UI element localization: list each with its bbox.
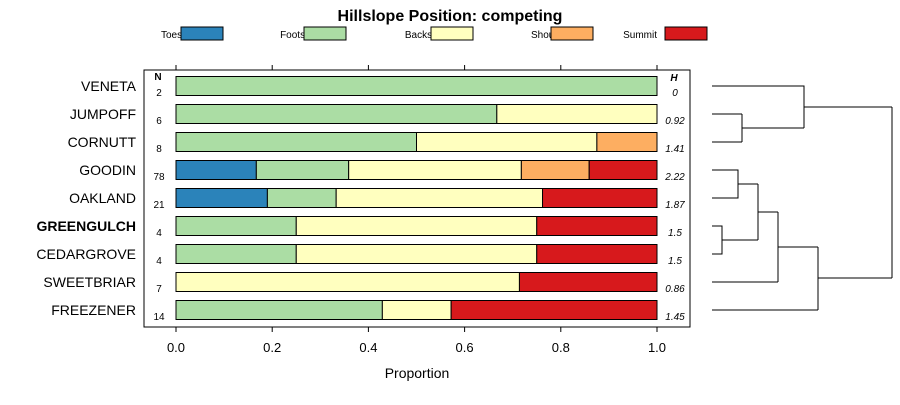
h-value: 1.5 xyxy=(668,228,682,239)
h-value: 1.5 xyxy=(668,256,682,267)
n-value: 6 xyxy=(156,116,162,127)
bar-rows: VENETA 2 0 JUMPOFF 6 0.92 CORNUTT 8 1.41 GOODIN 78… xyxy=(36,76,685,323)
bar-segment xyxy=(536,216,658,236)
dendrogram-link xyxy=(804,106,893,278)
bar-segment xyxy=(175,216,297,236)
row-label: VENETA xyxy=(81,78,137,94)
h-value: 0 xyxy=(672,88,678,99)
bar-segment xyxy=(266,188,337,208)
legend-label: Summit xyxy=(623,30,657,41)
h-value: 0.86 xyxy=(665,284,685,295)
legend: ToeslopeFootslopeBackslopeShoulderSummit xyxy=(161,26,708,41)
bar-segment xyxy=(518,272,658,292)
bar-segment xyxy=(175,272,520,292)
row-label: OAKLAND xyxy=(69,190,136,206)
row-label: CORNUTT xyxy=(68,134,137,150)
legend-swatch xyxy=(430,26,474,41)
legend-swatch xyxy=(664,26,708,41)
n-value: 2 xyxy=(156,88,162,99)
legend-swatch xyxy=(303,26,347,41)
bar-segment xyxy=(175,76,658,96)
bar-segment xyxy=(520,160,590,180)
n-value: 4 xyxy=(156,228,162,239)
bar-segment xyxy=(536,244,658,264)
bar-segment xyxy=(381,300,452,320)
h-value: 1.45 xyxy=(665,312,685,323)
h-value: 1.87 xyxy=(665,200,685,211)
bar-segment xyxy=(416,132,598,152)
row-label: GOODIN xyxy=(79,162,136,178)
n-value: 78 xyxy=(153,172,165,183)
n-value: 14 xyxy=(153,312,165,323)
row-label: SWEETBRIAR xyxy=(43,274,136,290)
bar-segment xyxy=(335,188,544,208)
bar-segment xyxy=(295,244,538,264)
chart-title: Hillslope Position: competing xyxy=(338,8,563,25)
dendrogram-link xyxy=(712,169,892,311)
h-value: 2.22 xyxy=(664,172,685,183)
x-axis: 0.0 0.2 0.4 0.6 0.8 1.0 xyxy=(167,65,666,355)
h-column-header: H xyxy=(670,73,678,84)
x-tick-label: 1.0 xyxy=(648,340,666,355)
bar-segment xyxy=(175,300,383,320)
legend-label: Footslope xyxy=(280,30,324,41)
plot-frame xyxy=(143,69,691,328)
bar-segment xyxy=(542,188,658,208)
bar-segment xyxy=(175,188,268,208)
h-value: 1.41 xyxy=(665,144,684,155)
legend-swatch xyxy=(550,26,594,41)
x-tick-label: 0.6 xyxy=(456,340,474,355)
n-value: 7 xyxy=(156,284,162,295)
n-value: 21 xyxy=(153,200,165,211)
n-value: 8 xyxy=(156,144,162,155)
bar-segment xyxy=(175,160,257,180)
bar-segment xyxy=(175,104,498,124)
row-label: GREENGULCH xyxy=(36,218,136,234)
n-value: 4 xyxy=(156,256,162,267)
bar-segment xyxy=(175,244,297,264)
bar-segment xyxy=(348,160,522,180)
bar-segment xyxy=(255,160,350,180)
x-tick-label: 0.4 xyxy=(359,340,377,355)
dendrogram xyxy=(712,85,893,311)
x-axis-title: Proportion xyxy=(385,365,450,381)
legend-label: Backslope xyxy=(405,30,452,41)
x-tick-label: 0.0 xyxy=(167,340,185,355)
bar-segment xyxy=(588,160,658,180)
dendrogram-link xyxy=(712,85,805,143)
row-label: CEDARGROVE xyxy=(36,246,136,262)
bar-segment xyxy=(596,132,658,152)
bar-segment xyxy=(496,104,658,124)
legend-swatch xyxy=(180,26,224,41)
h-value: 0.92 xyxy=(665,116,685,127)
x-tick-label: 0.2 xyxy=(263,340,281,355)
bar-segment xyxy=(295,216,538,236)
n-column-header: N xyxy=(154,72,161,83)
x-tick-label: 0.8 xyxy=(552,340,570,355)
row-label: JUMPOFF xyxy=(70,106,136,122)
bar-segment xyxy=(175,132,417,152)
row-label: FREEZENER xyxy=(51,302,136,318)
bar-segment xyxy=(450,300,658,320)
